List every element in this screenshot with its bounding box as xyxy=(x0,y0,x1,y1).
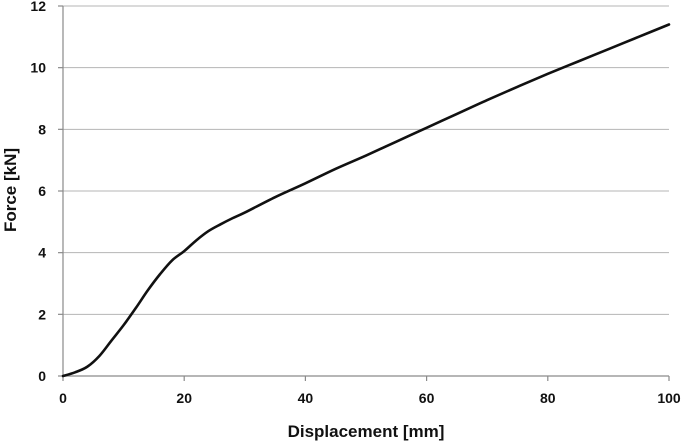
y-tick-label-0: 0 xyxy=(38,368,46,384)
y-axis-label: Force [kN] xyxy=(1,148,20,232)
x-tick-label-4: 80 xyxy=(540,390,556,406)
y-tick-label-2: 4 xyxy=(38,245,46,261)
x-axis-label: Displacement [mm] xyxy=(288,422,445,441)
axes xyxy=(58,5,670,381)
y-tick-label-1: 2 xyxy=(38,306,46,322)
x-tick-label-1: 20 xyxy=(176,390,192,406)
y-tick-label-5: 10 xyxy=(30,60,46,76)
tick-labels: 0 20 40 60 80 100 0 2 4 6 8 10 12 xyxy=(30,0,680,406)
series-layer xyxy=(61,23,671,378)
x-tick-label-0: 0 xyxy=(59,390,67,406)
y-tick-label-6: 12 xyxy=(30,0,46,14)
series-line-0 xyxy=(61,23,671,378)
x-tick-label-2: 40 xyxy=(298,390,314,406)
x-tick-label-3: 60 xyxy=(419,390,435,406)
x-tick-label-5: 100 xyxy=(657,390,681,406)
gridlines xyxy=(63,5,669,315)
y-tick-label-3: 6 xyxy=(38,183,46,199)
y-tick-label-4: 8 xyxy=(38,121,46,137)
